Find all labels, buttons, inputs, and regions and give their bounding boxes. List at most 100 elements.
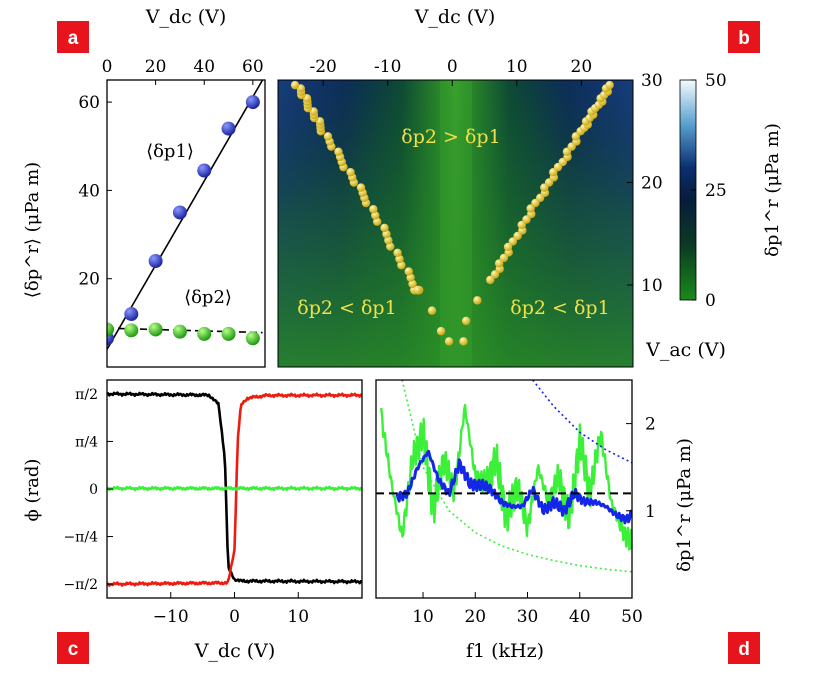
panel-b-boundary-point (459, 337, 468, 346)
panel-d-ytick-label: 2 (645, 415, 656, 435)
panel-a-xtick-label: 60 (242, 57, 264, 77)
panel-c-ytick-label: 0 (89, 482, 98, 498)
panel-d-ytick-label: 1 (645, 502, 656, 522)
panel-b-ytick-label: 30 (641, 71, 663, 91)
panel-b-boundary-point (369, 205, 378, 214)
panel-b-frame (277, 79, 634, 368)
panel-a-label-badge: a (57, 21, 89, 53)
panel-a-point-dp1 (245, 95, 260, 110)
panel-a-ytick-label: 20 (78, 270, 100, 290)
panel-a-ylabel: ⟨δp^r⟩ (μPa m) (22, 162, 43, 298)
panel-a-annot-dp2: ⟨δp2⟩ (184, 287, 232, 308)
panel-b-colorbar-tick-label: 25 (705, 181, 727, 201)
panel-b-boundary-point (486, 275, 495, 285)
panel-b-boundary-point (290, 80, 300, 90)
panel-b-ylabel: V_ac (V) (645, 339, 726, 361)
panel-a-xtick-label: 20 (145, 57, 167, 77)
panel-c: −10 0 10 π/2π/40−π/4−π/2 ϕ (rad) V_dc (V) … (22, 379, 363, 664)
panel-a-annot-dp1: ⟨δp1⟩ (146, 141, 194, 162)
panel-b-colorbar-tick-label: 0 (705, 291, 716, 311)
panel-d-line-blue (395, 449, 632, 525)
panel-c-yticks: π/2 π/4 0 −π/4 −π/2 (63, 387, 113, 593)
panel-b-xlabel: V_dc (V) (414, 6, 496, 28)
panel-b-xtick-label: -10 (374, 57, 401, 77)
panel-c-lines (107, 391, 362, 587)
panel-b-region-top: δp2 > δp1 (401, 126, 500, 148)
panel-b-boundary-point (605, 80, 614, 90)
panel-c-ylabel: ϕ (rad) (22, 459, 43, 522)
panel-c-xticks: −10 0 10 (153, 592, 309, 627)
panel-d-xtick-label: 20 (464, 607, 486, 627)
panel-c-letter: c (68, 639, 79, 660)
panel-a-point-dp2 (221, 326, 236, 341)
panel-a-yticks: 20 40 60 (78, 93, 112, 290)
panel-a-point-dp1 (124, 307, 139, 322)
panel-b-boundary-point (517, 220, 526, 230)
panel-a-xtick-label: 40 (193, 57, 215, 77)
panel-a-point-dp2 (148, 322, 163, 337)
panel-b-xtick-label: 0 (447, 57, 458, 77)
panel-b-xtick-label: 20 (571, 57, 593, 77)
panel-b-boundary-point (413, 285, 422, 295)
panel-d-bound-blue (532, 380, 632, 464)
panel-a-frame (106, 79, 266, 368)
panel-d-lines (376, 380, 632, 573)
panel-b-boundary-point (436, 326, 446, 336)
panel-c-line-black (107, 391, 362, 585)
panel-b-boundary-point (461, 316, 471, 326)
panel-b-letter: b (738, 28, 750, 49)
panel-b-ytick-label: 20 (641, 174, 663, 194)
panel-a-xlabel: V_dc (V) (145, 6, 227, 28)
panel-d-xlabel: f1 (kHz) (466, 640, 544, 662)
panel-a-point-dp2 (124, 323, 139, 338)
panel-c-ytick-label: π/2 (75, 387, 98, 403)
panel-b-boundary-point (503, 242, 513, 252)
panel-a-point-dp1 (172, 205, 187, 220)
panel-a-point-dp1 (148, 254, 163, 269)
panel-c-line-green (107, 485, 362, 492)
panel-a-ytick-label: 60 (78, 93, 100, 113)
panel-a-point-dp2 (172, 324, 187, 339)
panel-b-ytick-label: 10 (641, 276, 663, 296)
panel-d-xtick-label: 30 (517, 607, 539, 627)
panel-b-boundary-point (346, 168, 355, 177)
panel-b-xtick-label: 10 (506, 57, 528, 77)
panel-d-frame (375, 379, 633, 599)
panel-b-xticks: -20 -10 0 10 20 (309, 57, 592, 86)
panel-d-ylabel: δp1^r (μPa m) (674, 438, 695, 572)
panel-b-boundary-point (323, 132, 333, 141)
panel-b-boundary-point (404, 267, 413, 276)
panel-d-line-green (380, 403, 632, 551)
panel-a-point-dp1 (197, 163, 212, 178)
panel-d-xtick-label: 10 (412, 607, 434, 627)
panel-b-boundary-point (356, 183, 366, 192)
panel-c-xtick-label: 10 (287, 607, 309, 627)
panel-b-boundary-point (490, 270, 500, 279)
panel-b-colorbar-tick-label: 50 (705, 71, 727, 91)
panel-b-boundary-point (380, 223, 389, 233)
panel-b-boundary-point (513, 231, 522, 241)
panel-d-label-badge: d (728, 632, 760, 664)
panel-b-boundary-point (473, 296, 482, 305)
panel-a-xtick-label: 0 (102, 57, 113, 77)
panel-a-letter: a (68, 28, 79, 49)
panel-b-boundary-point (522, 215, 531, 224)
panel-b-boundary-point (334, 147, 343, 156)
panel-b-boundary-point (393, 248, 402, 257)
panel-a-point-dp2 (245, 331, 260, 346)
panel-a-point-dp1 (221, 121, 236, 136)
panel-a: a V_dc (V) ⟨δp^r⟩ (μPa m) 0 20 40 60 20 40 60… (22, 6, 266, 368)
panel-c-xtick-label: 0 (229, 607, 240, 627)
panel-b-boundary-points (290, 80, 614, 346)
panel-c-line-red (107, 392, 362, 587)
panel-b-colorbar-ticks: 0 25 50 (691, 71, 727, 311)
panel-b-xtick-label: -20 (309, 57, 336, 77)
panel-a-point-dp2 (197, 326, 212, 341)
panel-b-boundary-point (494, 259, 504, 268)
panel-d-xticks: 10 20 30 40 50 (412, 592, 643, 627)
panel-b-region-left: δp2 < δp1 (297, 297, 396, 319)
panel-b-boundary-point (499, 253, 509, 263)
panel-b-region-right: δp2 < δp1 (510, 297, 609, 319)
